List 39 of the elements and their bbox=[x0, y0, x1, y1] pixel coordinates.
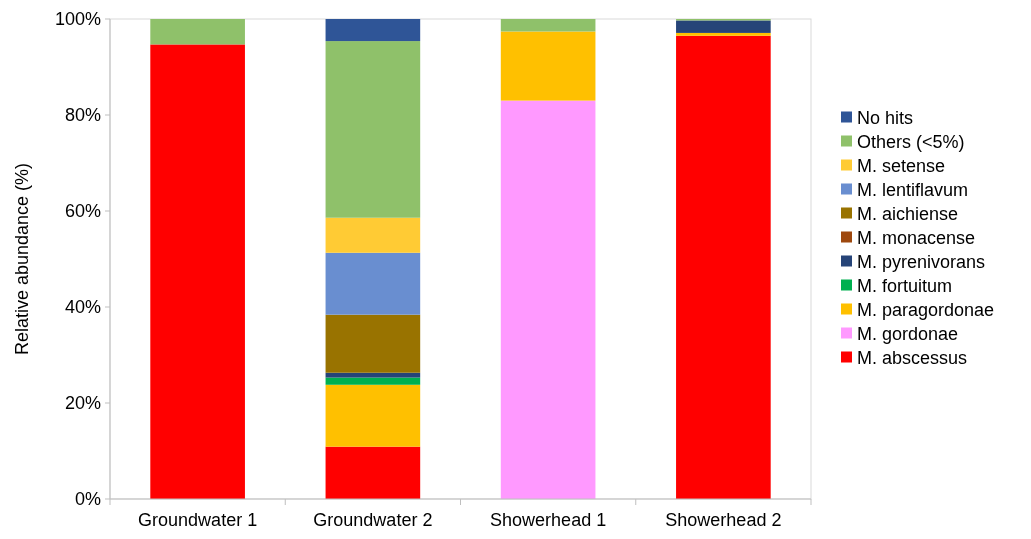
bar bbox=[325, 314, 421, 373]
y-tick-label: 60% bbox=[64, 201, 101, 222]
y-tick-label: 100% bbox=[54, 9, 101, 30]
bar bbox=[150, 44, 245, 499]
x-tick-label: Groundwater 1 bbox=[138, 510, 258, 530]
x-tick-label: Showerhead 1 bbox=[490, 510, 607, 530]
bar bbox=[325, 252, 421, 315]
y-tick-label: 80% bbox=[64, 105, 101, 126]
legend-label: M. abscessus bbox=[857, 347, 968, 368]
legend-label: No hits bbox=[857, 107, 914, 128]
bar bbox=[325, 377, 421, 385]
bar bbox=[150, 19, 245, 45]
bar bbox=[500, 31, 596, 101]
legend-label: M. gordonae bbox=[857, 323, 959, 344]
x-tick-label: Groundwater 2 bbox=[313, 510, 433, 530]
legend-label: M. monacense bbox=[857, 227, 976, 248]
legend-label: M. pyrenivorans bbox=[857, 251, 986, 272]
bar bbox=[325, 372, 421, 378]
bar bbox=[325, 384, 421, 447]
bar bbox=[500, 19, 596, 32]
y-axis-title: Relative abundance (%) bbox=[12, 162, 32, 356]
y-tick-label: 20% bbox=[64, 393, 101, 414]
legend-label: M. setense bbox=[857, 155, 946, 176]
x-tick-label: Showerhead 2 bbox=[665, 510, 782, 530]
bar bbox=[500, 100, 596, 499]
legend-label: M. aichiense bbox=[857, 203, 959, 224]
bar bbox=[325, 41, 421, 218]
bar bbox=[676, 35, 771, 499]
bar bbox=[325, 217, 421, 253]
legend-label: M. fortuitum bbox=[857, 275, 953, 296]
legend-label: M. paragordonae bbox=[857, 299, 995, 320]
bar bbox=[325, 19, 421, 42]
bar bbox=[676, 20, 771, 33]
bar bbox=[325, 446, 421, 499]
y-tick-label: 0% bbox=[74, 489, 101, 510]
bar bbox=[676, 32, 771, 36]
legend-label: M. lentiflavum bbox=[857, 179, 969, 200]
legend-label: Others (<5%) bbox=[857, 131, 965, 152]
y-tick-label: 40% bbox=[64, 297, 101, 318]
